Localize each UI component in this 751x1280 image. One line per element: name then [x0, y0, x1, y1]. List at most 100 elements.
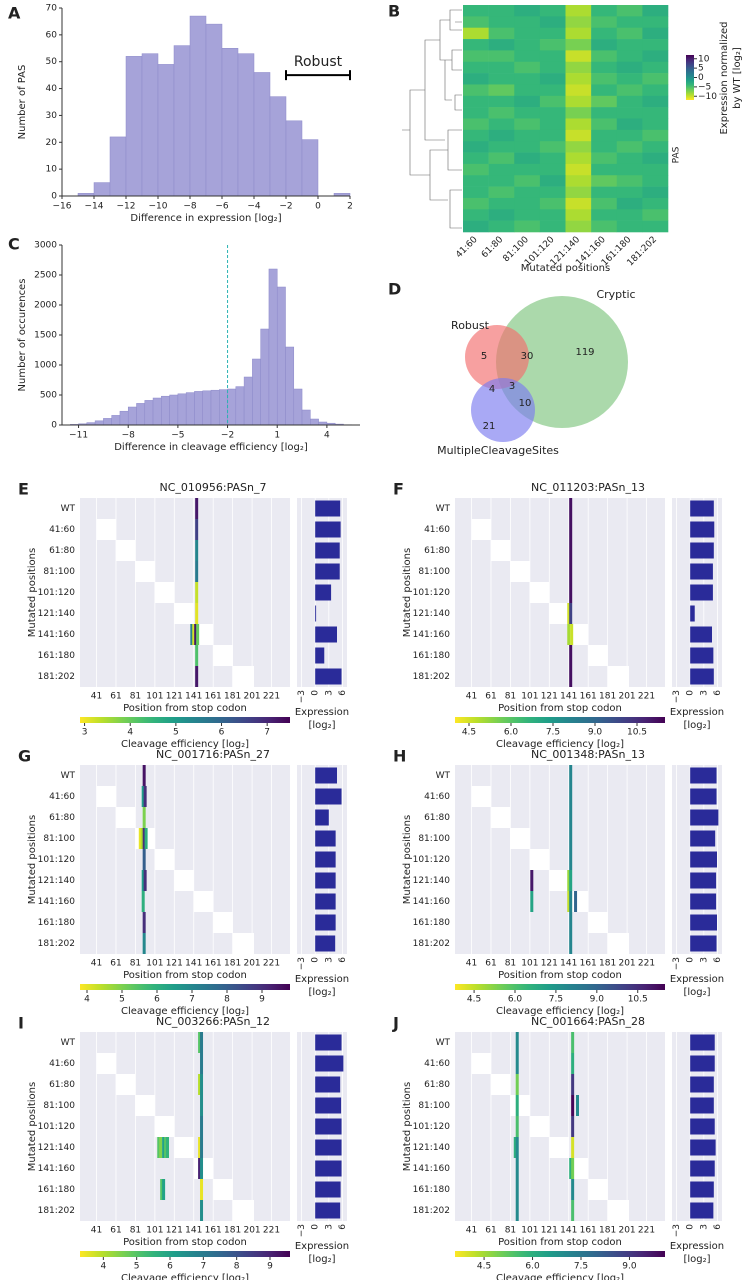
heatmap-cell — [616, 16, 643, 28]
expression-bar — [690, 500, 714, 517]
x-tick-label: −12 — [117, 202, 136, 212]
heatmap-cell — [591, 95, 618, 108]
heatmap-cell — [565, 73, 592, 85]
colorbar-tick-label: 7.5 — [546, 728, 560, 738]
heatmap-cell — [616, 61, 643, 74]
mutated-region — [529, 1116, 550, 1137]
heatmap-cell — [616, 39, 643, 51]
heatmap-cell — [463, 61, 489, 74]
expression-bar — [315, 914, 336, 931]
y-tick-label: 61:80 — [424, 546, 450, 556]
cleavage-site — [200, 1179, 204, 1200]
bar — [219, 389, 228, 426]
expression-label: [log₂] — [683, 1254, 710, 1265]
heatmap-cell — [514, 16, 541, 28]
x-tick-label: 41 — [466, 692, 477, 702]
x-tick-label: 181 — [599, 1226, 616, 1236]
expression-bar — [690, 893, 717, 910]
mutated-region — [115, 1074, 136, 1095]
bar — [111, 415, 121, 426]
cleavage-site — [571, 1137, 575, 1158]
heatmap-cell — [591, 141, 618, 153]
heatmap-cell — [514, 220, 541, 233]
expression-bar — [315, 830, 336, 847]
bar — [144, 400, 154, 426]
heatmap-cell — [539, 141, 566, 153]
x-tick-label: 121 — [166, 959, 183, 969]
heatmap-cell — [463, 175, 489, 187]
heatmap-cell — [539, 129, 566, 142]
heatmap-cell — [591, 175, 618, 187]
x-tick-label: 161 — [580, 692, 597, 702]
cleavage-site — [142, 828, 146, 849]
heatmap-cell — [463, 197, 489, 210]
y-tick-label: WT — [61, 504, 76, 514]
y-tick-label: 81:100 — [43, 834, 75, 844]
bar — [237, 53, 255, 197]
cleavage-site — [515, 1158, 519, 1179]
y-tick-label: 0 — [51, 421, 57, 431]
y-tick-label: 81:100 — [418, 567, 450, 577]
heatmap-cell — [642, 16, 669, 28]
expression-bar — [690, 605, 695, 622]
x-tick-label: 101 — [521, 692, 538, 702]
x-tick-label: 4 — [324, 431, 330, 441]
mutated-region — [568, 624, 589, 645]
expression-bar — [690, 830, 716, 847]
colorbar — [80, 717, 290, 723]
expression-label: Expression — [295, 707, 349, 718]
bar — [173, 45, 191, 197]
x-tick-label: 201 — [618, 959, 635, 969]
y-tick-label: 20 — [46, 138, 58, 148]
colorbar-tick-label: −10 — [698, 92, 717, 102]
x-tick-label: 121 — [166, 1226, 183, 1236]
x-tick-label: 141 — [185, 959, 202, 969]
bar — [260, 328, 270, 426]
cleavage-site — [141, 786, 145, 807]
heatmap-cell — [488, 175, 515, 187]
expression-label: [log₂] — [308, 987, 335, 998]
bar — [119, 410, 129, 426]
bar — [235, 386, 245, 426]
colorbar-tick-label: 4.5 — [467, 995, 481, 1005]
expression-label: [log₂] — [308, 1254, 335, 1265]
heatmap-cell — [539, 39, 566, 51]
expression-tick-label: 0 — [686, 690, 696, 696]
heatmap-cell — [642, 95, 669, 108]
heatmap-cell — [514, 84, 541, 97]
expression-tick-label: 3 — [699, 957, 709, 963]
y-tick-label: 141:160 — [38, 630, 76, 640]
expression-tick-label: 6 — [713, 957, 723, 963]
mutated-region — [568, 891, 589, 912]
y-tick-label: 101:120 — [38, 588, 76, 598]
heatmap-cell — [642, 39, 669, 51]
bar — [252, 358, 261, 426]
colorbar-tick-label: 6 — [219, 728, 225, 738]
cleavage-site — [570, 624, 574, 645]
y-tick-label: 181:202 — [38, 672, 75, 682]
y-tick-label: 61:80 — [49, 1080, 75, 1090]
y-tick-label: 141:160 — [413, 1164, 451, 1174]
x-tick-label: 181 — [599, 692, 616, 702]
cleavage-site — [195, 498, 199, 519]
mutated-region — [232, 1200, 255, 1221]
heatmap-cell — [463, 27, 489, 40]
cleavage-site — [142, 849, 146, 870]
x-tick-label: 0 — [315, 202, 321, 212]
expression-tick-label: 3 — [324, 957, 334, 963]
y-tick-label: WT — [436, 504, 451, 514]
chart-title: NC_010956:PASn_7 — [159, 481, 266, 494]
y-tick-label: 41:60 — [49, 525, 75, 535]
expression-tick-label: 3 — [699, 690, 709, 696]
heatmap-cell — [514, 39, 541, 51]
cleavage-site — [515, 1074, 519, 1095]
colorbar-tick-label: 10 — [698, 54, 710, 64]
expression-tick-label: −3 — [297, 1224, 307, 1237]
cleavage-site — [567, 624, 571, 645]
colorbar — [455, 1251, 665, 1257]
heatmap-cell — [514, 5, 541, 17]
y-tick-label: 101:120 — [413, 1122, 451, 1132]
expression-label: [log₂] — [683, 987, 710, 998]
heatmap-cell — [463, 141, 489, 153]
mutated-region — [607, 666, 630, 687]
